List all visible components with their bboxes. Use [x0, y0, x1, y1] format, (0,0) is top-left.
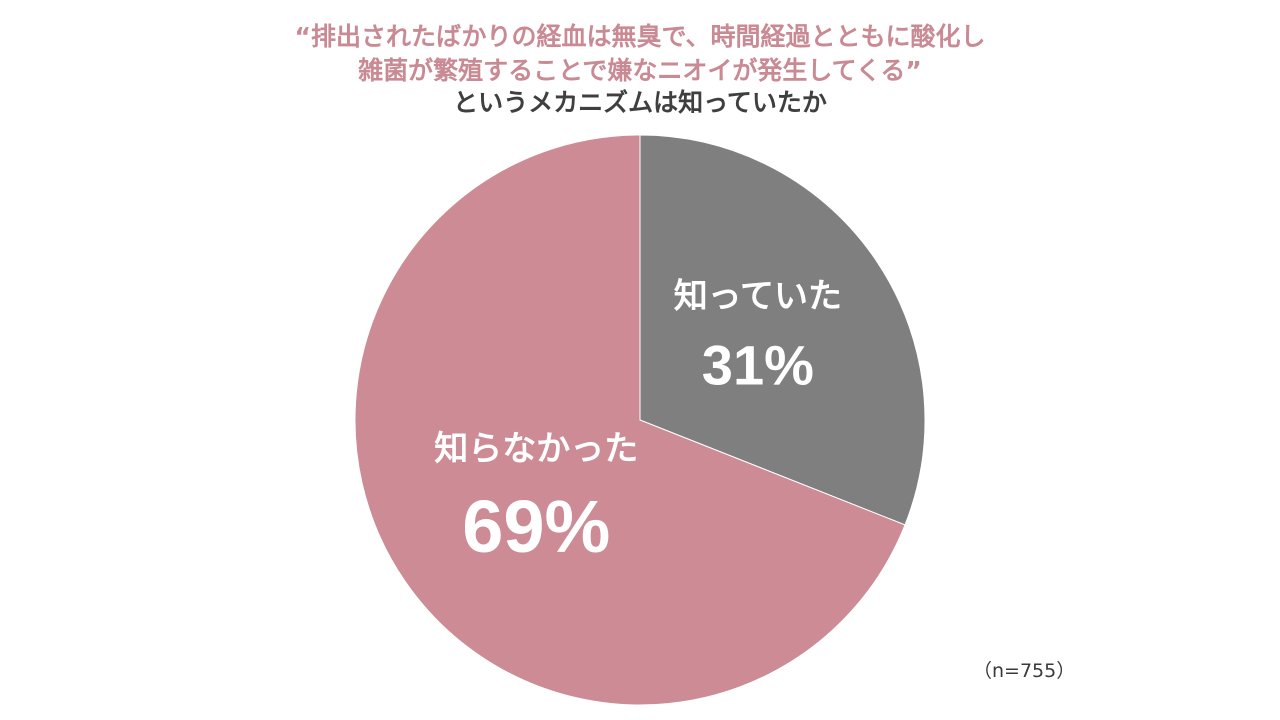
pie-slice-knew: [639, 134, 926, 526]
pie-labels: 知っていた 31% 知らなかった 69%: [434, 276, 842, 568]
slice-label-did-not-know: 知らなかった: [434, 429, 638, 469]
slice-label-knew: 知っていた: [674, 276, 842, 316]
pie-slices: [354, 134, 926, 706]
sample-size-label: （n=755）: [973, 660, 1076, 682]
chart-title-line-3: というメカニズムは知っていたか: [453, 88, 827, 117]
pie-slice-did-not-know: [354, 134, 906, 706]
chart-title-line-2: 雑菌が繁殖することで嫌なニオイが発生してくる”: [358, 56, 922, 85]
slice-value-did-not-know: 69%: [462, 485, 610, 568]
chart-title-line-1: “排出されたばかりの経血は無臭で、時間経過とともに酸化し: [294, 22, 986, 51]
slice-value-knew: 31%: [702, 334, 814, 397]
